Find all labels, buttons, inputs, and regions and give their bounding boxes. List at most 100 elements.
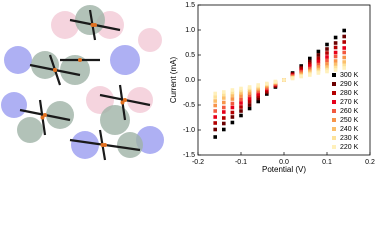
molecule-atom (51, 11, 79, 39)
y-tick-label: 0.0 (185, 77, 195, 84)
data-point (247, 88, 252, 93)
data-point (239, 105, 243, 109)
data-point (239, 94, 243, 98)
data-point (333, 45, 338, 50)
data-point (230, 93, 235, 98)
data-point (333, 65, 338, 70)
data-point (222, 116, 226, 120)
x-axis-label: Potential (V) (262, 165, 306, 174)
legend-label: 220 K (340, 144, 359, 151)
legend-swatch (332, 82, 336, 86)
legend-swatch (332, 91, 336, 95)
legend-swatch (332, 118, 336, 122)
y-axis-label: Current (mA) (169, 57, 178, 104)
data-point (247, 93, 252, 98)
data-point (325, 69, 329, 74)
data-point (213, 109, 217, 113)
figure: Potential (V) Current (mA) -1.5 -1.0 -0.5 0… (1, 2, 375, 174)
data-point (222, 92, 226, 97)
data-point (213, 127, 217, 132)
data-point (316, 65, 321, 69)
data-point (230, 88, 235, 92)
data-point (333, 62, 338, 67)
data-point (273, 79, 278, 84)
data-point (222, 100, 226, 105)
data-point (308, 62, 312, 66)
legend-swatch (332, 145, 336, 149)
x-tick-label: -0.1 (235, 159, 247, 166)
data-point (256, 94, 260, 98)
data-point (213, 121, 217, 125)
data-point (230, 90, 235, 95)
data-point (308, 56, 312, 61)
data-point (342, 50, 346, 55)
data-point (316, 49, 321, 54)
x-tick-label: -0.2 (192, 159, 204, 166)
data-point (230, 101, 235, 106)
data-point (213, 103, 217, 108)
data-point (247, 96, 252, 101)
molecule-atom-o (123, 98, 127, 102)
data-point (222, 121, 226, 126)
data-point (247, 103, 252, 107)
data-point (333, 50, 338, 55)
data-point (247, 91, 252, 95)
data-point (239, 86, 243, 91)
data-point (256, 96, 260, 101)
data-point (222, 96, 226, 100)
molecule-atom-o (90, 23, 95, 27)
y-tick-label: 1.0 (185, 27, 195, 34)
data-point (333, 54, 338, 59)
y-tick-label: -1.0 (183, 127, 195, 134)
data-point (333, 41, 338, 45)
molecule-atom (86, 86, 114, 114)
x-tick-label: 0.2 (365, 159, 375, 166)
molecule-atom (75, 5, 105, 35)
legend-label: 230 K (340, 135, 359, 142)
molecule-atom-o (120, 100, 125, 105)
data-point (282, 78, 286, 82)
data-point (256, 99, 260, 104)
data-point (239, 113, 243, 118)
data-point (308, 59, 312, 64)
data-point (230, 120, 235, 125)
molecule-atom (46, 101, 74, 129)
data-point (299, 74, 303, 79)
data-point (342, 46, 346, 50)
data-point (316, 71, 321, 75)
data-point (230, 115, 235, 119)
legend-label: 280 K (340, 90, 359, 97)
data-point (325, 58, 329, 63)
molecule-atom-o (78, 58, 82, 62)
data-point (342, 28, 346, 33)
legend-label: 290 K (340, 81, 359, 88)
legend-label: 260 K (340, 108, 359, 115)
legend-label: 270 K (340, 99, 359, 106)
data-point (342, 55, 346, 60)
data-point (325, 65, 329, 69)
y-tick-label: 1.5 (185, 2, 195, 9)
data-point (342, 34, 346, 39)
molecule-atom (117, 132, 143, 158)
data-point (325, 62, 329, 66)
data-point (239, 88, 243, 93)
data-point (342, 63, 346, 68)
data-point (265, 81, 269, 86)
data-point (247, 85, 252, 89)
molecule-atom (127, 87, 153, 113)
data-point (342, 66, 346, 70)
data-point (299, 67, 303, 71)
data-point (222, 110, 226, 114)
data-point (325, 42, 329, 47)
molecule-atom (4, 46, 32, 74)
data-point (316, 67, 321, 72)
legend-swatch (332, 73, 336, 77)
legend-swatch (332, 127, 336, 131)
molecule-atom (110, 45, 140, 75)
data-point (316, 53, 321, 57)
legend-swatch (332, 136, 336, 140)
legend-swatch (332, 109, 336, 113)
molecule-atom (71, 131, 99, 159)
data-point (222, 127, 226, 132)
data-point (333, 59, 338, 63)
